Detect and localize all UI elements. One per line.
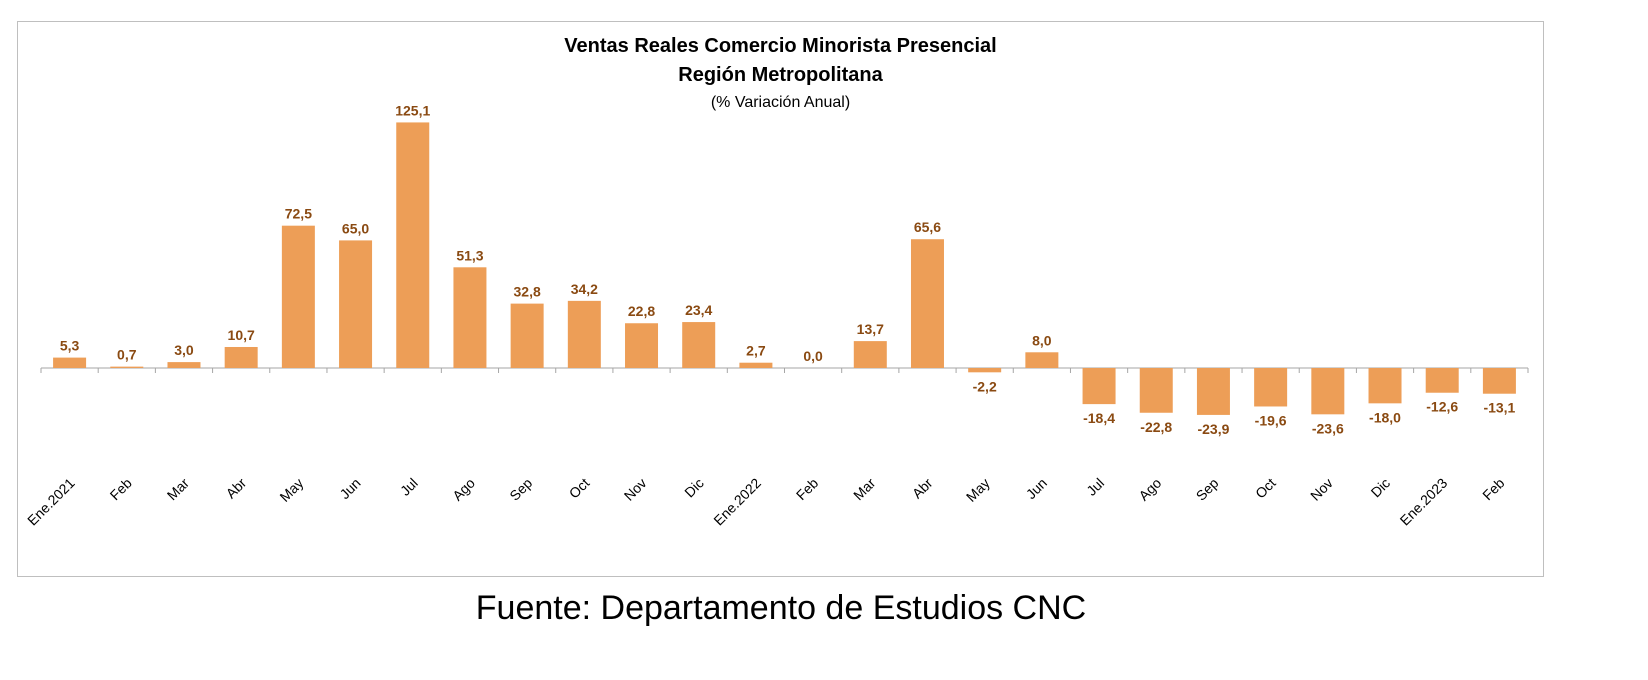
data-label: 0,7 [117, 347, 137, 363]
bar [910, 239, 944, 368]
x-tick-label: Feb [1479, 475, 1508, 504]
bar [510, 303, 544, 368]
bar [453, 267, 487, 368]
bar [53, 357, 87, 368]
data-label: -2,2 [973, 378, 997, 394]
x-tick-label: Sep [1193, 475, 1222, 504]
source-note: Fuente: Departamento de Estudios CNC [475, 589, 1087, 627]
chart-title: Ventas Reales Comercio Minorista Presenc… [564, 35, 997, 57]
x-tick-label: Feb [107, 475, 136, 504]
x-tick-label: Mar [164, 475, 193, 504]
bar [1311, 368, 1345, 415]
data-label: -23,6 [1312, 420, 1344, 436]
data-label: 65,0 [342, 220, 369, 236]
bar [567, 300, 601, 368]
x-tick-label: Abr [223, 475, 250, 502]
data-label: 13,7 [857, 321, 884, 337]
data-label: 10,7 [228, 327, 255, 343]
x-tick-label: Nov [1307, 475, 1336, 504]
bar [739, 362, 773, 368]
data-label: 51,3 [456, 247, 483, 263]
data-label: 72,5 [285, 206, 312, 222]
x-tick-label: Oct [566, 475, 593, 502]
bar [224, 346, 258, 368]
data-label: -18,4 [1083, 410, 1115, 426]
x-tick-label: Dic [1368, 475, 1394, 501]
chart-subtitle: (% Variación Anual) [710, 94, 851, 111]
bar [1025, 352, 1059, 368]
data-label: -19,6 [1255, 412, 1287, 428]
bar [1254, 368, 1288, 407]
x-tick-label: Nov [621, 475, 650, 504]
x-tick-label: Ene.2023 [1397, 475, 1451, 529]
data-label: 125,1 [395, 102, 430, 118]
x-tick-label: Ene.2022 [710, 475, 764, 529]
bars-group [53, 122, 1516, 415]
x-tick-label: Jul [397, 475, 421, 499]
data-label: 23,4 [685, 302, 712, 318]
bar [682, 322, 716, 368]
data-label: -12,6 [1426, 399, 1458, 415]
x-tick-label: Abr [909, 475, 936, 502]
x-tick-label: Jul [1083, 475, 1107, 499]
bar [396, 122, 430, 368]
bar [625, 323, 659, 368]
bar [853, 341, 887, 368]
x-tick-label: Jun [1023, 475, 1050, 502]
data-label: 65,6 [914, 219, 941, 235]
data-label: -18,0 [1369, 409, 1401, 425]
data-label: 8,0 [1032, 332, 1052, 348]
data-label: 0,0 [803, 348, 823, 364]
chart-title-line2: Región Metropolitana [678, 64, 883, 86]
bar [1425, 368, 1459, 393]
bar [1196, 368, 1230, 415]
bar [339, 240, 373, 368]
bar-chart: 5,3 0,7 3,0 10,7 72,5 65,0 125,1 51,3 32,8 34,2 22… [24, 102, 1529, 529]
x-tick-label: Jun [336, 475, 363, 502]
data-label: -22,8 [1140, 419, 1172, 435]
x-tick-label: Oct [1252, 475, 1279, 502]
bar [1368, 368, 1402, 404]
chart-frame: Ventas Reales Comercio Minorista Presenc… [17, 21, 1544, 577]
data-label: 3,0 [174, 342, 194, 358]
data-label: 32,8 [514, 284, 541, 300]
x-tick-label: Ago [1135, 475, 1164, 504]
data-label: -13,1 [1483, 400, 1515, 416]
bar [1139, 368, 1173, 413]
x-tick-label: Ago [449, 475, 478, 504]
bar [968, 368, 1002, 373]
value-labels-group: 5,3 0,7 3,0 10,7 72,5 65,0 125,1 51,3 32,8 34,2 22… [60, 102, 1516, 436]
x-tick-label: Ene.2021 [24, 475, 78, 529]
x-tick-label: Mar [850, 475, 879, 504]
x-tick-label: Feb [793, 475, 822, 504]
data-label: 2,7 [746, 343, 766, 359]
x-tick-label: Dic [681, 475, 707, 501]
x-tick-label: May [963, 475, 993, 505]
data-label: 22,8 [628, 303, 655, 319]
x-tick-label: Sep [506, 475, 535, 504]
data-label: -23,9 [1197, 421, 1229, 437]
x-axis-ticks [40, 368, 1529, 373]
data-label: 5,3 [60, 338, 80, 354]
bar [1082, 368, 1116, 405]
x-tick-label: May [276, 475, 306, 505]
data-label: 34,2 [571, 281, 598, 297]
x-tick-labels-group: Ene.2021 Feb Mar Abr May Jun Jul Ago Sep Oct Nov Di… [24, 475, 1508, 529]
bar [110, 366, 144, 368]
bar [281, 225, 315, 368]
bar [167, 362, 201, 368]
bar [1482, 368, 1516, 394]
